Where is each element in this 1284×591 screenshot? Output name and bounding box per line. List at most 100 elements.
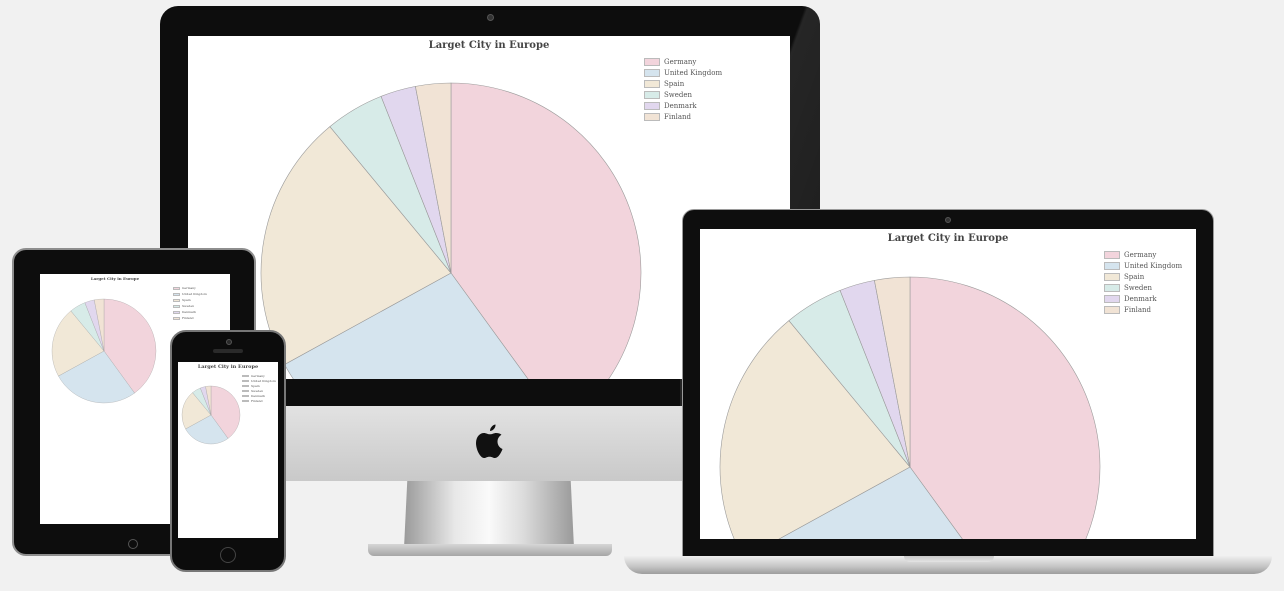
legend-swatch	[242, 380, 249, 382]
pie-slice-united-kingdom[interactable]	[185, 414, 229, 445]
chart-title: Larget City in Europe	[90, 276, 140, 281]
pie-slice-finland[interactable]	[94, 298, 105, 352]
pie-slice-spain[interactable]	[181, 392, 212, 430]
legend-swatch	[173, 316, 180, 320]
legend-item[interactable]: Germany	[242, 374, 276, 378]
legend-label: United Kingdom	[182, 292, 207, 296]
pie-chart	[51, 298, 157, 404]
legend-item[interactable]: Finland	[1104, 306, 1182, 314]
legend-label: Finland	[182, 316, 194, 320]
legend-item[interactable]: Denmark	[242, 394, 276, 398]
chart-title: Larget City in Europe	[428, 40, 550, 51]
legend-item[interactable]: Germany	[1104, 251, 1182, 259]
legend-label: United Kingdom	[664, 69, 723, 77]
legend-item[interactable]: Spain	[173, 298, 207, 302]
legend-swatch	[1104, 295, 1120, 303]
legend-swatch	[173, 286, 180, 290]
pie-chart	[719, 276, 1101, 539]
chart-legend: Germany United Kingdom Spain Sweden Denmark F…	[644, 58, 722, 124]
pie-slice-spain[interactable]	[51, 310, 105, 377]
legend-label: Spain	[182, 298, 191, 302]
laptop-base	[624, 556, 1272, 574]
legend-label: Spain	[1124, 273, 1145, 281]
legend-item[interactable]: Finland	[173, 316, 207, 320]
legend-label: Denmark	[182, 310, 196, 314]
legend-swatch	[242, 385, 249, 387]
pie-slice-spain[interactable]	[719, 320, 911, 539]
legend-item[interactable]: United Kingdom	[242, 379, 276, 383]
legend-label: United Kingdom	[251, 379, 276, 383]
legend-swatch	[1104, 273, 1120, 281]
legend-item[interactable]: Spain	[644, 80, 722, 88]
legend-label: United Kingdom	[1124, 262, 1183, 270]
pie-slice-finland[interactable]	[415, 82, 452, 274]
legend-item[interactable]: Spain	[242, 384, 276, 388]
legend-swatch	[644, 58, 660, 66]
chart-legend: Germany United Kingdom Spain Sweden Denmark F…	[242, 374, 276, 404]
camera-icon	[487, 14, 494, 21]
legend-label: Finland	[664, 113, 692, 121]
legend-swatch	[644, 69, 660, 77]
pie-slice-finland[interactable]	[874, 276, 911, 468]
legend-item[interactable]: Denmark	[1104, 295, 1182, 303]
camera-icon	[945, 217, 951, 223]
legend-item[interactable]: Denmark	[644, 102, 722, 110]
legend-label: Germany	[182, 286, 196, 290]
legend-item[interactable]: Sweden	[242, 389, 276, 393]
legend-item[interactable]: Sweden	[1104, 284, 1182, 292]
chart-legend: Germany United Kingdom Spain Sweden Denmark F…	[1104, 251, 1182, 317]
phone-screen: Larget City in Europe Germany United King…	[178, 362, 278, 538]
desktop-stand-base	[368, 544, 612, 556]
legend-label: Denmark	[1124, 295, 1157, 303]
legend-item[interactable]: Germany	[644, 58, 722, 66]
home-button-icon[interactable]	[220, 547, 236, 563]
legend-label: Sweden	[251, 389, 264, 393]
legend-item[interactable]: Sweden	[644, 91, 722, 99]
legend-swatch	[242, 400, 249, 402]
legend-item[interactable]: Germany	[173, 286, 207, 290]
legend-label: Sweden	[1124, 284, 1153, 292]
pie-slice-germany[interactable]	[909, 276, 1101, 539]
pie-slice-united-kingdom[interactable]	[744, 466, 1022, 539]
legend-label: Spain	[664, 80, 685, 88]
laptop-screen: Larget City in Europe Germany United King…	[700, 229, 1196, 539]
legend-item[interactable]: United Kingdom	[644, 69, 722, 77]
pie-slice-germany[interactable]	[103, 298, 157, 394]
pie-slice-finland[interactable]	[205, 385, 212, 416]
legend-swatch	[1104, 284, 1120, 292]
pie-slice-germany[interactable]	[450, 82, 642, 379]
legend-swatch	[173, 310, 180, 314]
legend-item[interactable]: Denmark	[173, 310, 207, 314]
home-button-icon[interactable]	[128, 539, 138, 549]
legend-item[interactable]: United Kingdom	[173, 292, 207, 296]
legend-label: Sweden	[182, 304, 195, 308]
pie-slice-united-kingdom[interactable]	[58, 350, 135, 404]
legend-item[interactable]: Finland	[644, 113, 722, 121]
pie-slice-united-kingdom[interactable]	[284, 272, 563, 379]
legend-swatch	[242, 395, 249, 397]
legend-label: Germany	[664, 58, 697, 66]
legend-swatch	[644, 102, 660, 110]
legend-item[interactable]: Sweden	[173, 304, 207, 308]
pie-chart	[181, 385, 241, 445]
legend-swatch	[173, 292, 180, 296]
legend-label: Finland	[1124, 306, 1152, 314]
legend-item[interactable]: United Kingdom	[1104, 262, 1182, 270]
chart-title: Larget City in Europe	[197, 364, 259, 370]
desktop-screen: Larget City in Europe Germany United King…	[188, 36, 790, 379]
legend-swatch	[242, 390, 249, 392]
legend-label: Germany	[1124, 251, 1157, 259]
legend-item[interactable]: Spain	[1104, 273, 1182, 281]
pie-slice-germany[interactable]	[210, 385, 241, 439]
legend-swatch	[1104, 251, 1120, 259]
legend-item[interactable]: Finland	[242, 399, 276, 403]
camera-icon	[226, 339, 232, 345]
legend-label: Germany	[251, 374, 265, 378]
legend-swatch	[173, 304, 180, 308]
legend-swatch	[644, 80, 660, 88]
apple-logo-icon	[474, 421, 506, 461]
laptop-notch	[904, 556, 994, 562]
legend-swatch	[644, 113, 660, 121]
legend-swatch	[242, 375, 249, 377]
legend-swatch	[644, 91, 660, 99]
